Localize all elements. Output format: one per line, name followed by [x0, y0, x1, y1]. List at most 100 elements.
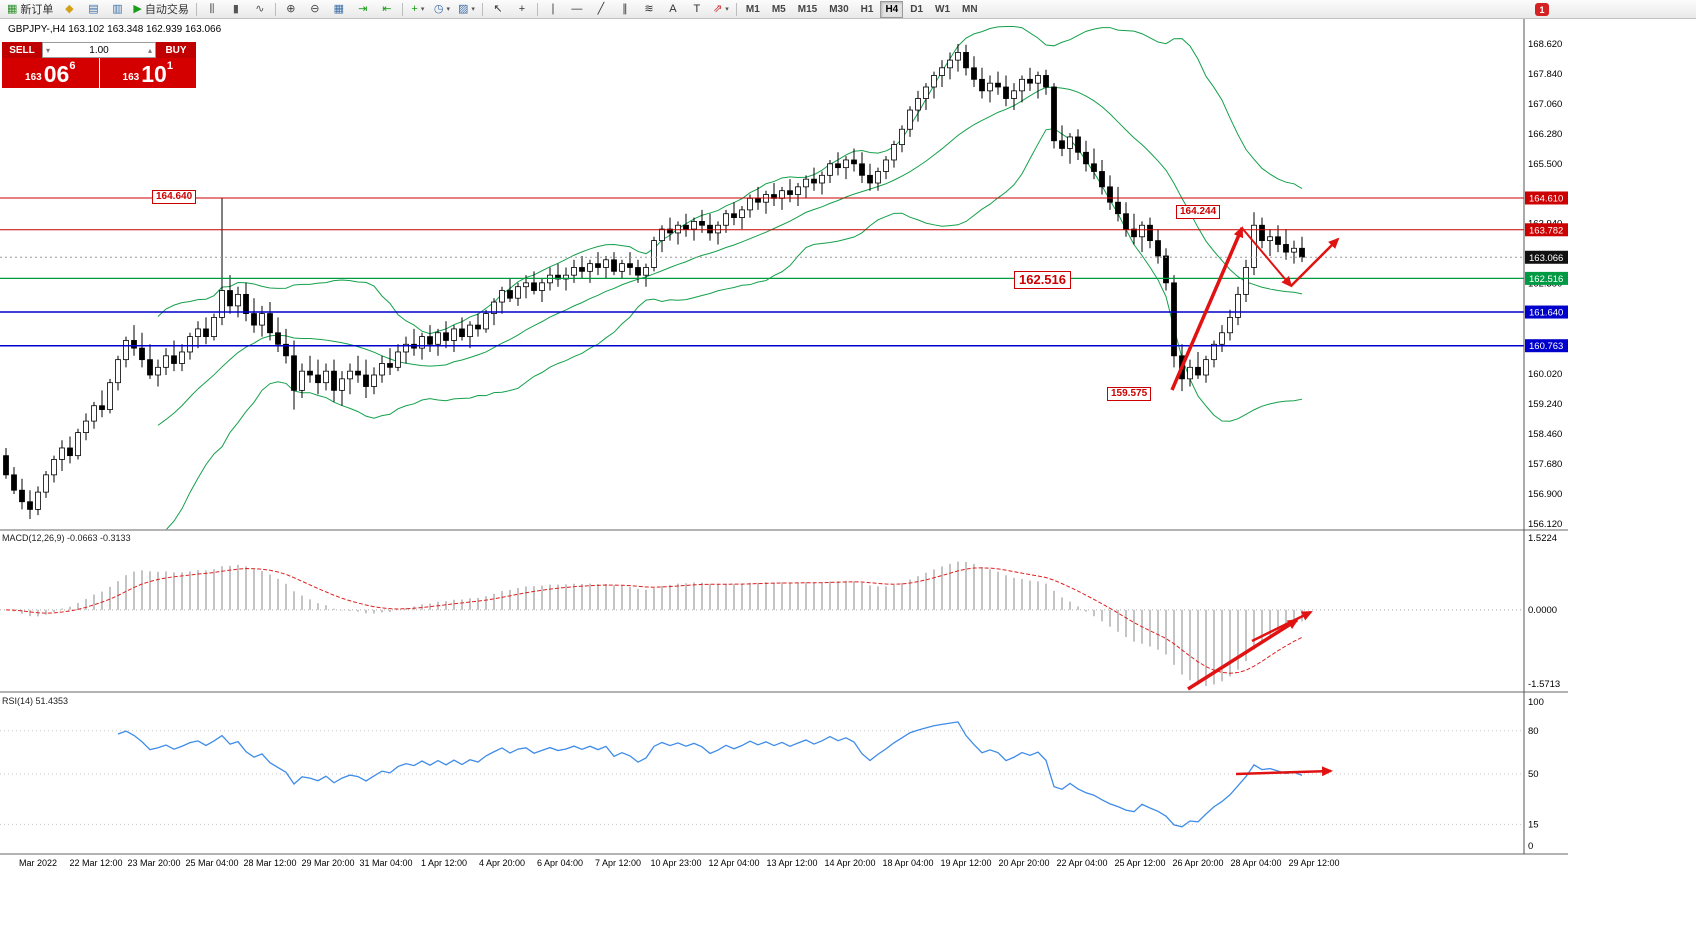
channel-button[interactable]: ∥	[613, 0, 637, 18]
zoom-in-button[interactable]: ⊕	[279, 0, 303, 18]
auto-trading-icon: ▶	[133, 2, 142, 15]
templates-button[interactable]: ▨ ▾	[454, 0, 479, 18]
svg-text:166.280: 166.280	[1528, 129, 1562, 140]
sell-price-prefix: 163	[25, 72, 42, 83]
tile-windows-button[interactable]: ▦	[327, 0, 351, 18]
timeframe-d1-button[interactable]: D1	[910, 3, 924, 15]
buy-button[interactable]: BUY	[156, 42, 196, 58]
rsi-label: RSI(14) 51.4353	[2, 696, 69, 706]
svg-text:1.5224: 1.5224	[1528, 533, 1557, 544]
text-button[interactable]: A	[661, 0, 685, 18]
trend-arrows[interactable]	[1170, 226, 1340, 777]
timeframe-m15-button[interactable]: M15	[797, 3, 818, 15]
price-label[interactable]: 159.575	[1107, 387, 1152, 401]
trendline-icon: ╱	[597, 2, 605, 15]
svg-text:Mar 2022: Mar 2022	[19, 858, 57, 868]
candlestick-icon: ▮	[232, 2, 239, 15]
auto-trading-button[interactable]: ▶ 自动交易	[129, 0, 192, 18]
timeframe-m5-button[interactable]: M5	[771, 3, 786, 15]
svg-text:15: 15	[1528, 819, 1539, 830]
svg-text:162.516: 162.516	[1529, 274, 1563, 285]
crosshair-icon: +	[518, 2, 526, 15]
bar-chart-button[interactable]: ⫼	[200, 0, 224, 18]
svg-text:167.840: 167.840	[1528, 69, 1562, 80]
notifications-badge[interactable]: 1	[1535, 3, 1549, 16]
tile-windows-icon: ▦	[333, 2, 345, 15]
dropdown-caret-icon[interactable]: ▾	[446, 6, 450, 13]
metaeditor-button[interactable]: ◆	[57, 0, 81, 18]
text-label-icon: T	[693, 2, 701, 15]
svg-text:29 Mar 20:00: 29 Mar 20:00	[301, 858, 354, 868]
toolbar-separator	[735, 2, 737, 16]
volume-stepper[interactable]: ▾ 1.00 ▴	[42, 42, 156, 58]
price-axis[interactable]: 168.620167.840167.060166.280165.500163.9…	[1525, 39, 1568, 530]
timeframe-m1-button[interactable]: M1	[745, 3, 760, 15]
buy-price-prefix: 163	[122, 72, 140, 83]
price-label[interactable]: 162.516	[1014, 271, 1071, 289]
price-levels[interactable]	[0, 197, 1524, 347]
volume-increase-icon[interactable]: ▴	[147, 45, 152, 55]
dropdown-caret-icon[interactable]: ▾	[471, 6, 475, 13]
shapes-button[interactable]: ⇗ ▾	[709, 0, 733, 18]
timeframe-m30-button[interactable]: M30	[829, 3, 849, 15]
data-window-button[interactable]: ▥	[105, 0, 129, 18]
macd-plot	[0, 561, 1524, 686]
auto-scroll-button[interactable]: ⇥	[351, 0, 375, 18]
timeframe-w1-button[interactable]: W1	[935, 3, 951, 15]
dropdown-caret-icon[interactable]: ▾	[420, 6, 425, 13]
candlestick-button[interactable]: ▮	[224, 0, 248, 18]
templates-icon: ▨	[458, 2, 469, 15]
toolbar-separator	[195, 2, 197, 16]
toolbar-items: ▦ 新订单 ◆ ▤ ▥ ▶ 自动交易 ⫼ ▮ ∿ ⊕ ⊖ ▦ ⇥ ⇤ + ▾ ◷ ▾ ▨ ▾ ↖ + ∣ — ╱ ∥ ≋ A T ⇗ ▾ M1 M…	[3, 0, 984, 18]
candles[interactable]	[3, 44, 1305, 520]
svg-text:167.060: 167.060	[1528, 99, 1562, 110]
cursor-button[interactable]: ↖	[486, 0, 510, 18]
market-watch-button[interactable]: ▤	[81, 0, 105, 18]
fibonacci-icon: ≋	[644, 2, 654, 15]
volume-value[interactable]: 1.00	[89, 44, 109, 56]
price-label[interactable]: 164.640	[152, 190, 197, 204]
crosshair-button[interactable]: +	[510, 0, 534, 18]
timeframe-h4-button[interactable]: H4	[880, 0, 904, 18]
timeframe-h1-button[interactable]: H1	[860, 3, 874, 15]
horizontal-line-button[interactable]: —	[565, 0, 589, 18]
macd-label: MACD(12,26,9) -0.0663 -0.3133	[2, 533, 131, 543]
sell-button[interactable]: SELL	[2, 42, 42, 58]
timeframe-mn-button[interactable]: MN	[962, 3, 978, 15]
chart-shift-button[interactable]: ⇤	[375, 0, 399, 18]
fibonacci-button[interactable]: ≋	[637, 0, 661, 18]
time-axis[interactable]: Mar 2022 22 Mar 12:00 23 Mar 20:00 25 Mar 0…	[19, 858, 1340, 868]
horizontal-line-icon: —	[571, 2, 583, 15]
metaeditor-icon: ◆	[65, 2, 74, 15]
toolbar-separator	[274, 2, 276, 16]
macd-axis: 1.5224 0.0000 -1.5713	[1528, 533, 1560, 690]
new-order-icon: ▦	[7, 2, 18, 15]
svg-text:168.620: 168.620	[1528, 39, 1562, 50]
text-label-button[interactable]: T	[685, 0, 709, 18]
zoom-out-button[interactable]: ⊖	[303, 0, 327, 18]
vertical-line-button[interactable]: ∣	[541, 0, 565, 18]
auto-scroll-icon: ⇥	[358, 2, 368, 15]
indicators-button[interactable]: + ▾	[406, 0, 430, 18]
buy-price-button[interactable]: 163 10 1	[100, 58, 197, 88]
svg-text:156.120: 156.120	[1528, 519, 1562, 530]
trendline-button[interactable]: ╱	[589, 0, 613, 18]
sell-price-big: 06	[43, 61, 70, 87]
zoom-out-icon: ⊖	[310, 2, 320, 15]
new-order-button[interactable]: ▦ 新订单	[3, 0, 57, 18]
price-label[interactable]: 164.244	[1176, 205, 1221, 219]
svg-text:165.500: 165.500	[1528, 159, 1562, 170]
sell-price-button[interactable]: 163 06 6	[2, 58, 100, 88]
line-chart-button[interactable]: ∿	[248, 0, 272, 18]
svg-text:28 Mar 12:00: 28 Mar 12:00	[243, 858, 296, 868]
svg-text:100: 100	[1528, 697, 1544, 708]
dropdown-caret-icon[interactable]: ▾	[725, 6, 729, 13]
periods-icon: ◷	[433, 2, 444, 15]
vertical-line-icon: ∣	[550, 2, 556, 15]
svg-text:7 Apr 12:00: 7 Apr 12:00	[595, 858, 641, 868]
periods-button[interactable]: ◷ ▾	[430, 0, 454, 18]
toolbar: ▦ 新订单 ◆ ▤ ▥ ▶ 自动交易 ⫼ ▮ ∿ ⊕ ⊖ ▦ ⇥ ⇤ + ▾ ◷ ▾ ▨ ▾ ↖ + ∣ — ╱ ∥ ≋ A T ⇗ ▾ M1 M…	[0, 0, 1696, 19]
volume-decrease-icon[interactable]: ▾	[46, 45, 51, 55]
toolbar-separator	[401, 2, 403, 16]
